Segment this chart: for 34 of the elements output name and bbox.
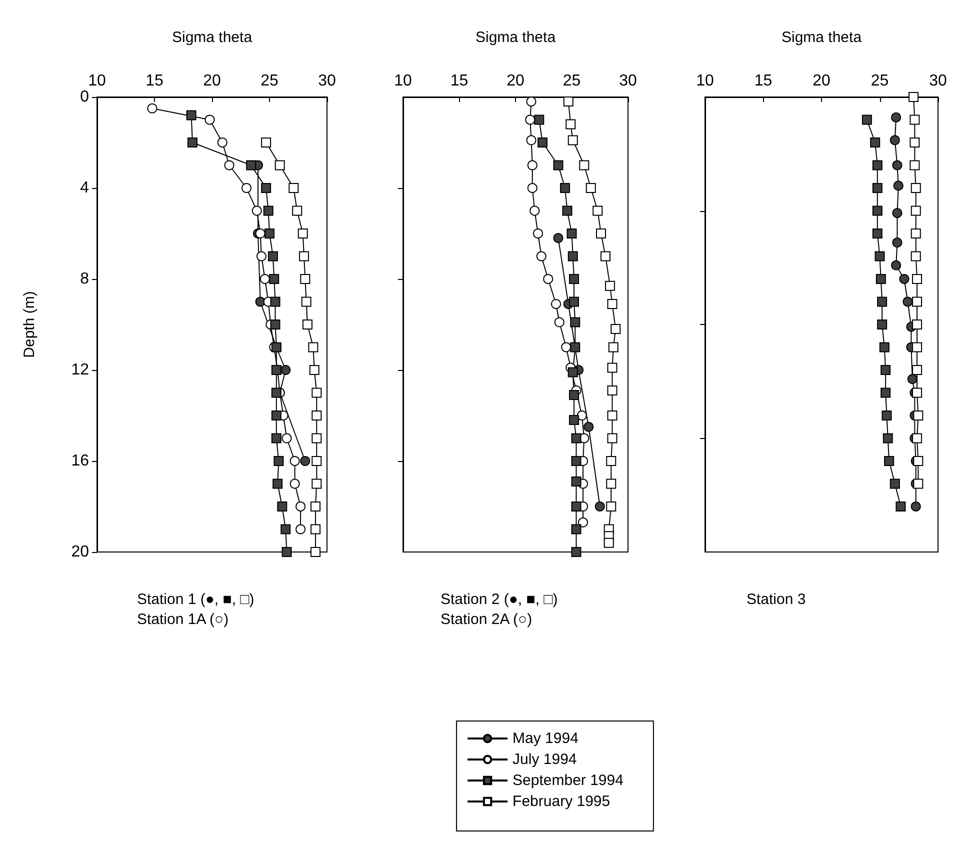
x-tick-label: 15	[754, 72, 772, 90]
x-tick-label: 10	[88, 72, 106, 90]
legend-label: July 1994	[512, 751, 577, 768]
text: Station 2 (●, ■, □)	[440, 591, 558, 608]
x-axis-title: Sigma theta	[172, 29, 253, 46]
x-axis-title: Sigma theta	[475, 29, 556, 46]
legend-label: September 1994	[512, 772, 624, 789]
text: Station 1 (●, ■, □)	[137, 591, 254, 608]
x-tick-label: 30	[318, 72, 336, 90]
y-tick-label: 12	[71, 362, 90, 378]
x-tick-label: 20	[812, 72, 830, 90]
legend-label: May 1994	[512, 730, 578, 747]
x-tick-label: 30	[619, 72, 637, 90]
x-tick-label: 15	[450, 72, 468, 90]
y-tick-label: 16	[71, 452, 90, 470]
x-tick-label: 30	[929, 72, 947, 90]
y-tick-label: 20	[71, 544, 90, 560]
x-tick-label: 25	[562, 72, 581, 90]
x-tick-label: 25	[260, 72, 278, 90]
y-tick-label: 4	[80, 180, 90, 196]
text: Station 2A (○)	[440, 611, 532, 628]
y-tick-label: 0	[80, 88, 90, 106]
x-tick-label: 20	[203, 72, 221, 90]
x-tick-label: 10	[696, 72, 714, 90]
y-axis-title: Depth (m)	[21, 291, 38, 358]
y-tick-label: 8	[80, 270, 90, 288]
legend-label: February 1995	[512, 793, 610, 810]
text: Station 3	[746, 591, 806, 608]
x-axis-title: Sigma theta	[781, 29, 862, 46]
x-tick-label: 10	[394, 72, 412, 90]
text: Station 1A (○)	[137, 611, 229, 628]
x-tick-label: 25	[870, 72, 889, 90]
x-tick-label: 20	[506, 72, 524, 90]
x-tick-label: 15	[146, 72, 164, 90]
